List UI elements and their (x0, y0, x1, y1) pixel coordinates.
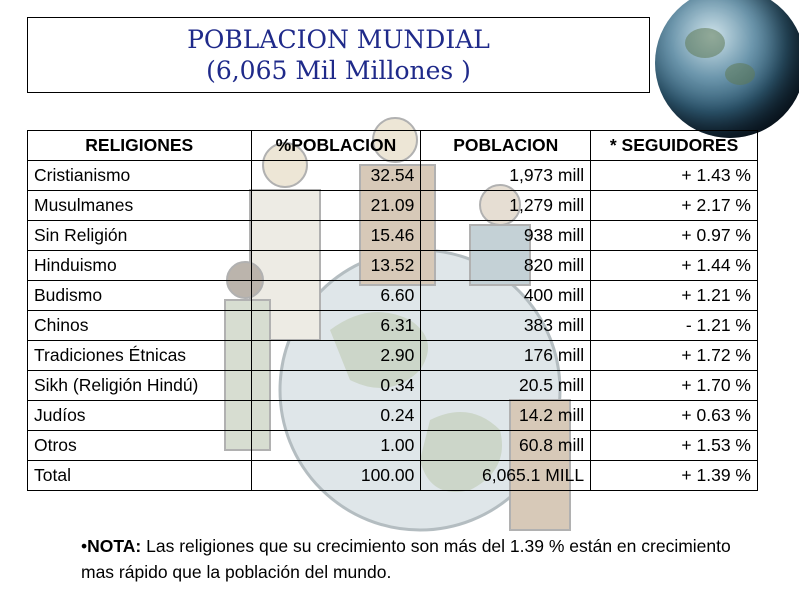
cell-percent: 2.90 (250, 340, 422, 371)
cell-population: 1,279 mill (420, 190, 592, 221)
cell-religion: Hinduismo (27, 250, 252, 281)
bullet: • (81, 536, 88, 556)
table-total-row: Total 100.00 6,065.1 MILL + 1.39 % (27, 460, 758, 491)
cell-percent: 0.34 (250, 370, 422, 401)
cell-religion: Cristianismo (27, 160, 252, 191)
table-row: Musulmanes 21.09 1,279 mill + 2.17 % (27, 190, 758, 221)
table-header-row: RELIGIONES %POBLACION POBLACION * SEGUID… (27, 130, 758, 161)
table-row: Sikh (Religión Hindú) 0.34 20.5 mill + 1… (27, 370, 758, 401)
cell-religion: Otros (27, 430, 252, 461)
table-row: Cristianismo 32.54 1,973 mill + 1.43 % (27, 160, 758, 191)
cell-population: 6,065.1 MILL (420, 460, 592, 491)
table-row: Chinos 6.31 383 mill - 1.21 % (27, 310, 758, 341)
cell-population: 14.2 mill (420, 400, 592, 431)
cell-percent: 1.00 (250, 430, 422, 461)
globe-image (655, 0, 799, 138)
cell-population: 400 mill (420, 280, 592, 311)
page-title: POBLACION MUNDIAL (187, 25, 490, 54)
cell-percent: 13.52 (250, 250, 422, 281)
cell-growth: + 1.72 % (590, 340, 758, 371)
cell-religion: Total (27, 460, 252, 491)
table-row: Tradiciones Étnicas 2.90 176 mill + 1.72… (27, 340, 758, 371)
cell-religion: Sin Religión (27, 220, 252, 251)
title-box: POBLACION MUNDIAL (6,065 Mil Millones ) (27, 17, 650, 93)
cell-population: 383 mill (420, 310, 592, 341)
header-religiones: RELIGIONES (27, 130, 252, 161)
cell-religion: Musulmanes (27, 190, 252, 221)
cell-growth: + 2.17 % (590, 190, 758, 221)
cell-percent: 0.24 (250, 400, 422, 431)
cell-percent: 6.31 (250, 310, 422, 341)
cell-population: 176 mill (420, 340, 592, 371)
cell-percent: 6.60 (250, 280, 422, 311)
cell-percent: 15.46 (250, 220, 422, 251)
cell-growth: + 0.97 % (590, 220, 758, 251)
cell-percent: 21.09 (250, 190, 422, 221)
cell-population: 60.8 mill (420, 430, 592, 461)
cell-growth: + 1.53 % (590, 430, 758, 461)
note-label: NOTA: (87, 536, 142, 556)
header-porcentaje: %POBLACION (250, 130, 422, 161)
cell-population: 1,973 mill (420, 160, 592, 191)
cell-growth: + 1.70 % (590, 370, 758, 401)
cell-religion: Chinos (27, 310, 252, 341)
cell-percent: 100.00 (250, 460, 422, 491)
cell-percent: 32.54 (250, 160, 422, 191)
cell-population: 938 mill (420, 220, 592, 251)
religion-population-table: RELIGIONES %POBLACION POBLACION * SEGUID… (27, 130, 758, 491)
table-row: Hinduismo 13.52 820 mill + 1.44 % (27, 250, 758, 281)
cell-religion: Tradiciones Étnicas (27, 340, 252, 371)
cell-religion: Budismo (27, 280, 252, 311)
note-text: Las religiones que su crecimiento son má… (81, 536, 731, 582)
cell-population: 820 mill (420, 250, 592, 281)
cell-growth: + 1.39 % (590, 460, 758, 491)
table-row: Judíos 0.24 14.2 mill + 0.63 % (27, 400, 758, 431)
header-poblacion: POBLACION (420, 130, 592, 161)
page-subtitle: (6,065 Mil Millones ) (206, 56, 471, 85)
cell-religion: Sikh (Religión Hindú) (27, 370, 252, 401)
cell-population: 20.5 mill (420, 370, 592, 401)
cell-growth: + 0.63 % (590, 400, 758, 431)
cell-religion: Judíos (27, 400, 252, 431)
cell-growth: + 1.21 % (590, 280, 758, 311)
table-row: Sin Religión 15.46 938 mill + 0.97 % (27, 220, 758, 251)
table-row: Otros 1.00 60.8 mill + 1.53 % (27, 430, 758, 461)
footnote: •NOTA: Las religiones que su crecimiento… (81, 533, 761, 585)
cell-growth: - 1.21 % (590, 310, 758, 341)
header-seguidores: * SEGUIDORES (590, 130, 758, 161)
cell-growth: + 1.44 % (590, 250, 758, 281)
table-row: Budismo 6.60 400 mill + 1.21 % (27, 280, 758, 311)
cell-growth: + 1.43 % (590, 160, 758, 191)
